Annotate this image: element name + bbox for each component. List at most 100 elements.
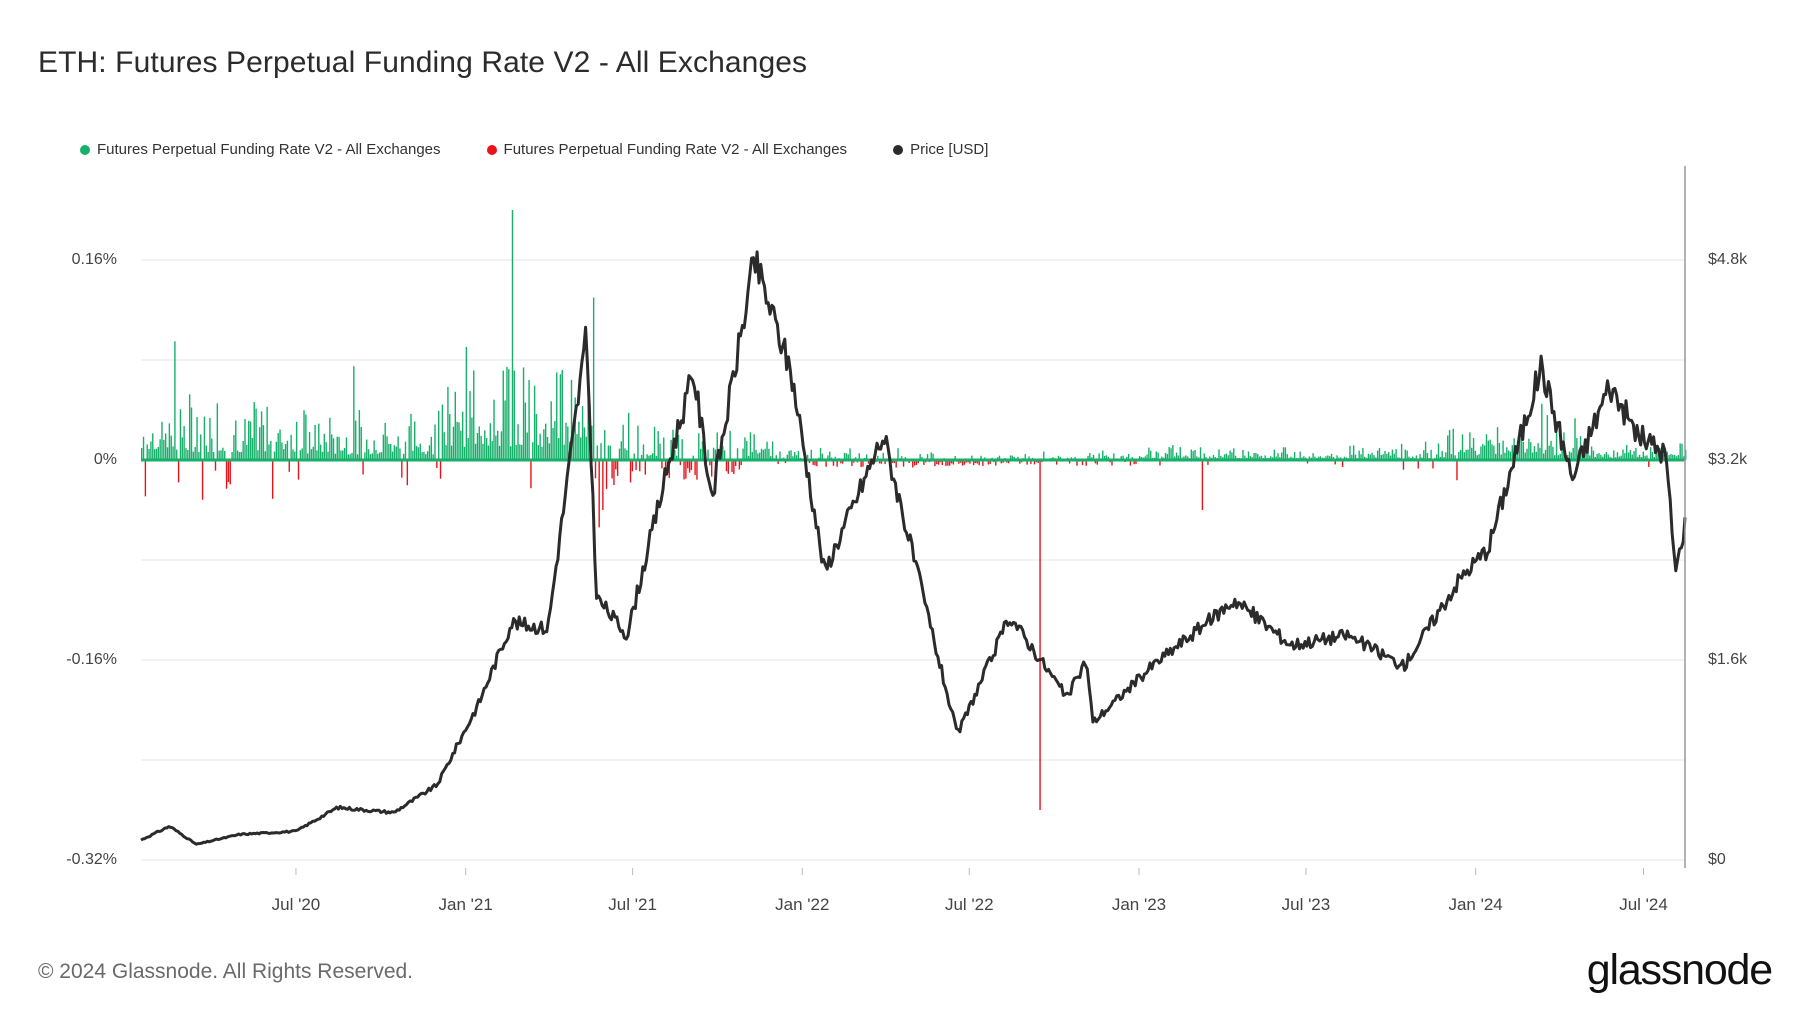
funding-bar-positive: [1548, 445, 1550, 460]
funding-bar-positive: [574, 397, 576, 460]
funding-bar-positive: [399, 448, 401, 460]
funding-bar-negative: [961, 460, 964, 466]
funding-bar-negative: [862, 460, 864, 467]
funding-bar-positive: [930, 452, 932, 460]
funding-bar-positive: [1161, 456, 1163, 460]
funding-bar-positive: [834, 456, 837, 460]
funding-bar-positive: [1024, 454, 1027, 460]
funding-bar-positive: [1441, 451, 1443, 460]
funding-bar-positive: [1655, 448, 1657, 460]
funding-bar-negative: [841, 460, 844, 464]
funding-bar-negative: [1648, 460, 1650, 467]
funding-bar-positive: [722, 445, 724, 460]
funding-bar-positive: [646, 454, 648, 460]
funding-bar-positive: [1351, 454, 1353, 460]
funding-bar-positive: [1183, 456, 1185, 460]
funding-bar-positive: [1299, 451, 1301, 460]
funding-bar-positive: [504, 400, 506, 460]
funding-bar-positive: [637, 425, 639, 460]
funding-bar-negative: [709, 460, 711, 466]
funding-bar-positive: [546, 436, 549, 460]
funding-bar-negative: [969, 460, 971, 464]
funding-bar-positive: [506, 366, 508, 460]
funding-bar-positive: [692, 455, 694, 460]
funding-bar-positive: [356, 454, 359, 460]
funding-bar-positive: [1601, 456, 1604, 460]
funding-bar-positive: [827, 455, 829, 460]
funding-bar-positive: [249, 421, 252, 460]
funding-bar-positive: [1126, 456, 1128, 460]
funding-bar-positive: [283, 449, 285, 460]
funding-bar-positive: [762, 449, 765, 460]
funding-bar-positive: [897, 448, 899, 460]
funding-bar-positive: [183, 426, 185, 460]
funding-bar-positive: [1150, 450, 1152, 460]
funding-bar-positive: [592, 297, 595, 460]
funding-bar-positive: [1203, 453, 1205, 460]
funding-bar-positive: [1131, 456, 1133, 460]
funding-bar-positive: [1500, 454, 1502, 460]
funding-bar-positive: [176, 449, 178, 460]
funding-bar-positive: [500, 431, 503, 460]
funding-bar-negative: [1033, 460, 1036, 465]
funding-bar-positive: [480, 435, 482, 460]
funding-bar-positive: [209, 417, 211, 460]
funding-bar-positive: [650, 455, 652, 460]
funding-bar-positive: [544, 423, 547, 460]
funding-bar-positive: [353, 366, 355, 460]
funding-bar-negative: [666, 460, 669, 466]
funding-bar-negative: [605, 460, 608, 489]
legend-item-negative-funding[interactable]: Futures Perpetual Funding Rate V2 - All …: [486, 141, 847, 158]
legend-item-price[interactable]: Price [USD]: [893, 141, 988, 158]
x-tick-label: Jul '23: [1282, 895, 1331, 914]
funding-bar-positive: [1467, 449, 1469, 460]
funding-bar-positive: [1360, 454, 1362, 460]
funding-bar-negative: [611, 460, 613, 479]
legend-item-positive-funding[interactable]: Futures Perpetual Funding Rate V2 - All …: [80, 141, 441, 158]
funding-bar-positive: [550, 401, 552, 460]
funding-bar-positive: [699, 448, 702, 460]
funding-bar-positive: [404, 441, 407, 460]
funding-bar-positive: [345, 437, 348, 460]
funding-bar-positive: [1546, 415, 1549, 460]
funding-bar-positive: [1507, 450, 1510, 460]
funding-bar-positive: [1105, 455, 1108, 460]
funding-bar-positive: [845, 453, 848, 460]
funding-bar-negative: [1055, 460, 1058, 465]
funding-bar-positive: [1528, 438, 1530, 460]
funding-bar-positive: [157, 446, 160, 460]
funding-bar-positive: [471, 417, 473, 460]
funding-bar-positive: [194, 447, 196, 460]
funding-bar-positive: [1668, 455, 1670, 460]
funding-bar-positive: [622, 424, 624, 460]
funding-bar-positive: [414, 421, 416, 460]
funding-bar-positive: [426, 451, 429, 460]
funding-bar-positive: [478, 426, 480, 460]
funding-bar-negative: [727, 460, 730, 474]
funding-bar-positive: [795, 455, 798, 460]
funding-bar-positive: [164, 433, 167, 460]
legend-dot-green: [80, 144, 90, 155]
funding-bar-positive: [1450, 454, 1453, 460]
funding-bar-positive: [259, 427, 261, 460]
funding-bar-positive: [627, 412, 630, 460]
funding-bar-positive: [1520, 438, 1523, 460]
funding-bar-positive: [1244, 455, 1246, 460]
funding-bar-positive: [755, 449, 757, 460]
funding-bar-positive: [447, 386, 449, 460]
funding-bar-negative: [884, 460, 886, 465]
funding-bar-positive: [1192, 451, 1194, 460]
funding-bar-negative: [594, 460, 597, 479]
funding-bar-positive: [1561, 442, 1563, 460]
funding-bar-positive: [238, 452, 241, 460]
funding-bar-positive: [1662, 454, 1665, 460]
funding-bar-positive: [222, 447, 224, 460]
funding-bar-positive: [786, 454, 789, 460]
funding-bar-negative: [836, 460, 838, 467]
funding-bar-positive: [1677, 455, 1680, 460]
funding-bar-negative: [808, 460, 811, 464]
funding-bar-positive: [1282, 447, 1285, 460]
funding-bar-negative: [631, 460, 634, 472]
funding-bar-positive: [609, 445, 611, 460]
